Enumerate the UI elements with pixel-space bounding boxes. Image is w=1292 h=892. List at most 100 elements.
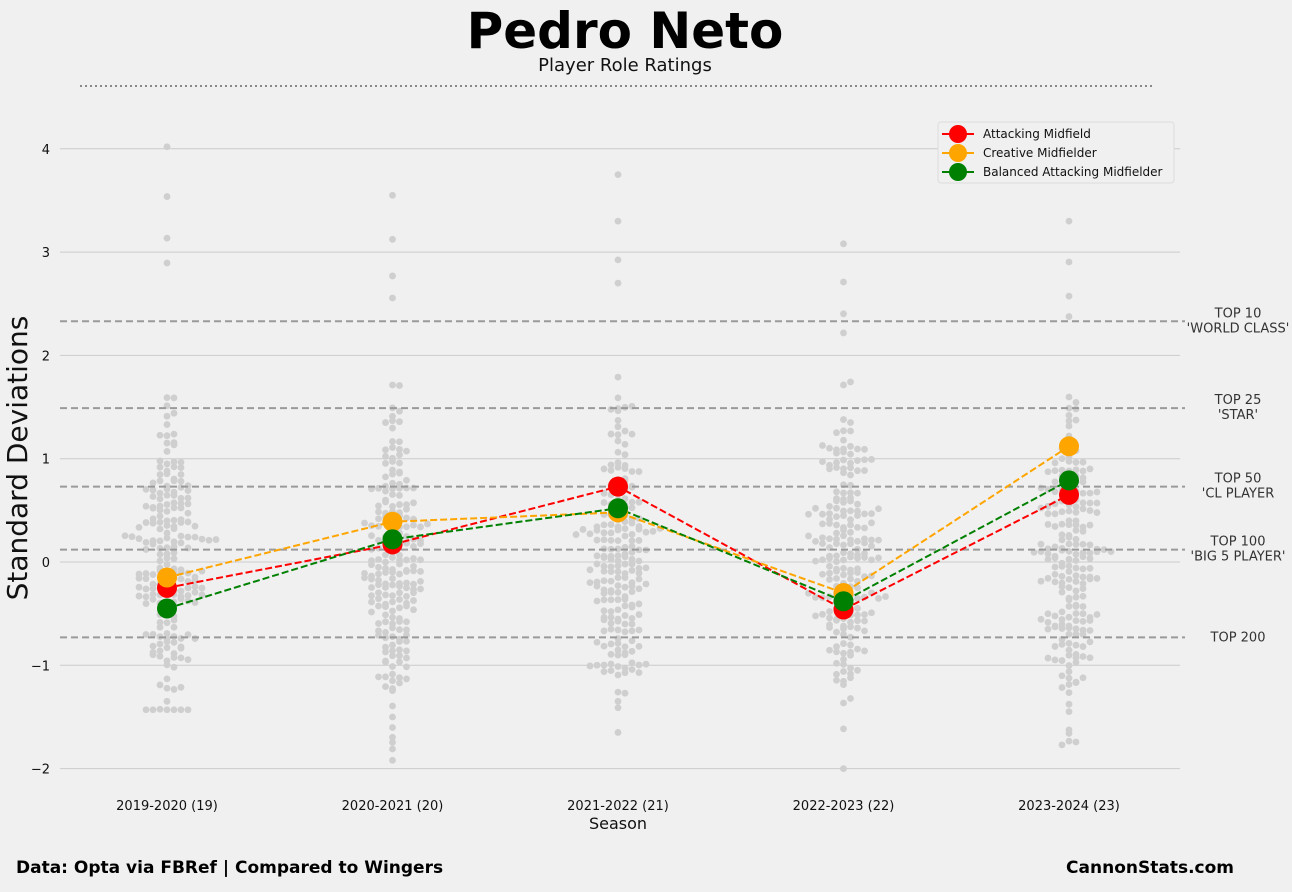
swarm-point [403,599,410,607]
swarm-point [621,427,629,435]
swarm-point [403,663,410,671]
swarm-point [389,444,396,451]
swarm-point [135,592,143,600]
swarm-point [389,272,396,280]
swarm-point [1065,313,1073,320]
swarm-point [149,595,157,603]
swarm-point [163,644,171,652]
swarm-point [1093,611,1101,618]
swarm-point [403,505,410,513]
swarm-point [1058,579,1066,587]
swarm-point [1044,610,1052,618]
swarm-point [382,452,389,460]
swarm-point [854,445,861,453]
swarm-point [184,631,192,639]
swarm-point [1065,584,1073,591]
swarm-point [614,568,622,576]
swarm-point [1079,499,1087,507]
swarm-point [593,523,601,531]
swarm-point [614,596,622,604]
y-axis-ticks: −2 −1 0 1 2 3 4 [31,143,50,778]
swarm-point [396,658,403,666]
swarm-point [1079,478,1087,486]
legend-swatch-marker [949,163,967,181]
swarm-point [1065,540,1073,548]
swarm-point [163,467,171,475]
swarm-point [600,642,608,650]
swarm-point [614,171,622,179]
swarm-point [389,663,396,670]
swarm-point [861,510,868,518]
swarm-point [1065,217,1073,225]
swarm-point [389,647,396,655]
swarm-point [389,738,396,746]
swarm-point [607,529,615,537]
swarm-point [840,655,847,663]
swarm-point [840,699,847,707]
swarm-point [840,489,847,497]
swarm-point [1072,738,1080,746]
swarm-point [191,588,199,596]
swarm-point [1044,574,1052,582]
swarm-point [403,637,410,645]
swarm-point [607,568,615,575]
swarm-point [368,575,375,583]
swarm-point [847,633,854,641]
swarm-point [614,552,622,560]
swarm-point [607,667,615,675]
swarm-point [847,507,854,515]
swarm-point [389,581,396,589]
swarm-point [149,706,157,714]
swarm-point [614,704,622,712]
swarm-point [170,650,178,657]
swarm-point [1079,467,1087,475]
swarm-point [635,564,643,572]
swarm-point [389,677,396,685]
swarm-point [614,459,622,467]
swarm-point [847,427,854,435]
swarm-point [600,521,608,529]
swarm-point [389,641,396,649]
swarm-point [614,697,622,705]
swarm-point [840,526,847,534]
swarm-point [1072,399,1080,406]
swarm-point [1079,540,1087,548]
y-tick-label: 0 [42,556,50,571]
swarm-point [826,535,833,543]
swarm-point [847,464,854,472]
swarm-point [628,627,636,635]
swarm-point [1100,546,1108,554]
swarm-point [833,495,840,503]
swarm-point [382,600,389,608]
swarm-point [1079,489,1087,497]
swarm-point [840,436,847,444]
swarm-point [1051,571,1059,578]
swarm-point [1065,404,1073,412]
swarm-point [840,381,847,389]
swarm-point [621,669,629,677]
swarm-point [149,504,157,511]
x-tick-label: 2020-2021 (20) [342,799,444,814]
swarm-point [403,618,410,626]
swarm-point [607,577,615,585]
swarm-point [593,582,601,590]
swarm-point [840,571,847,579]
swarm-point [177,499,185,507]
swarm-point [1058,572,1066,580]
swarm-point [1051,643,1059,650]
swarm-point [614,615,622,623]
swarm-point [1086,654,1094,662]
swarm-point [396,446,403,453]
series-point [608,476,628,497]
swarm-point [607,461,615,469]
swarm-point [833,540,840,548]
swarm-point [826,515,833,523]
swarm-point [177,635,185,642]
swarm-point [621,451,629,459]
swarm-point [628,498,636,506]
swarm-point [149,642,157,650]
swarm-point [389,491,396,498]
swarm-point [396,469,403,477]
swarm-point [600,668,608,675]
threshold-lines: TOP 10'WORLD CLASS' TOP 25'STAR' TOP 50'CL… [60,306,1289,645]
